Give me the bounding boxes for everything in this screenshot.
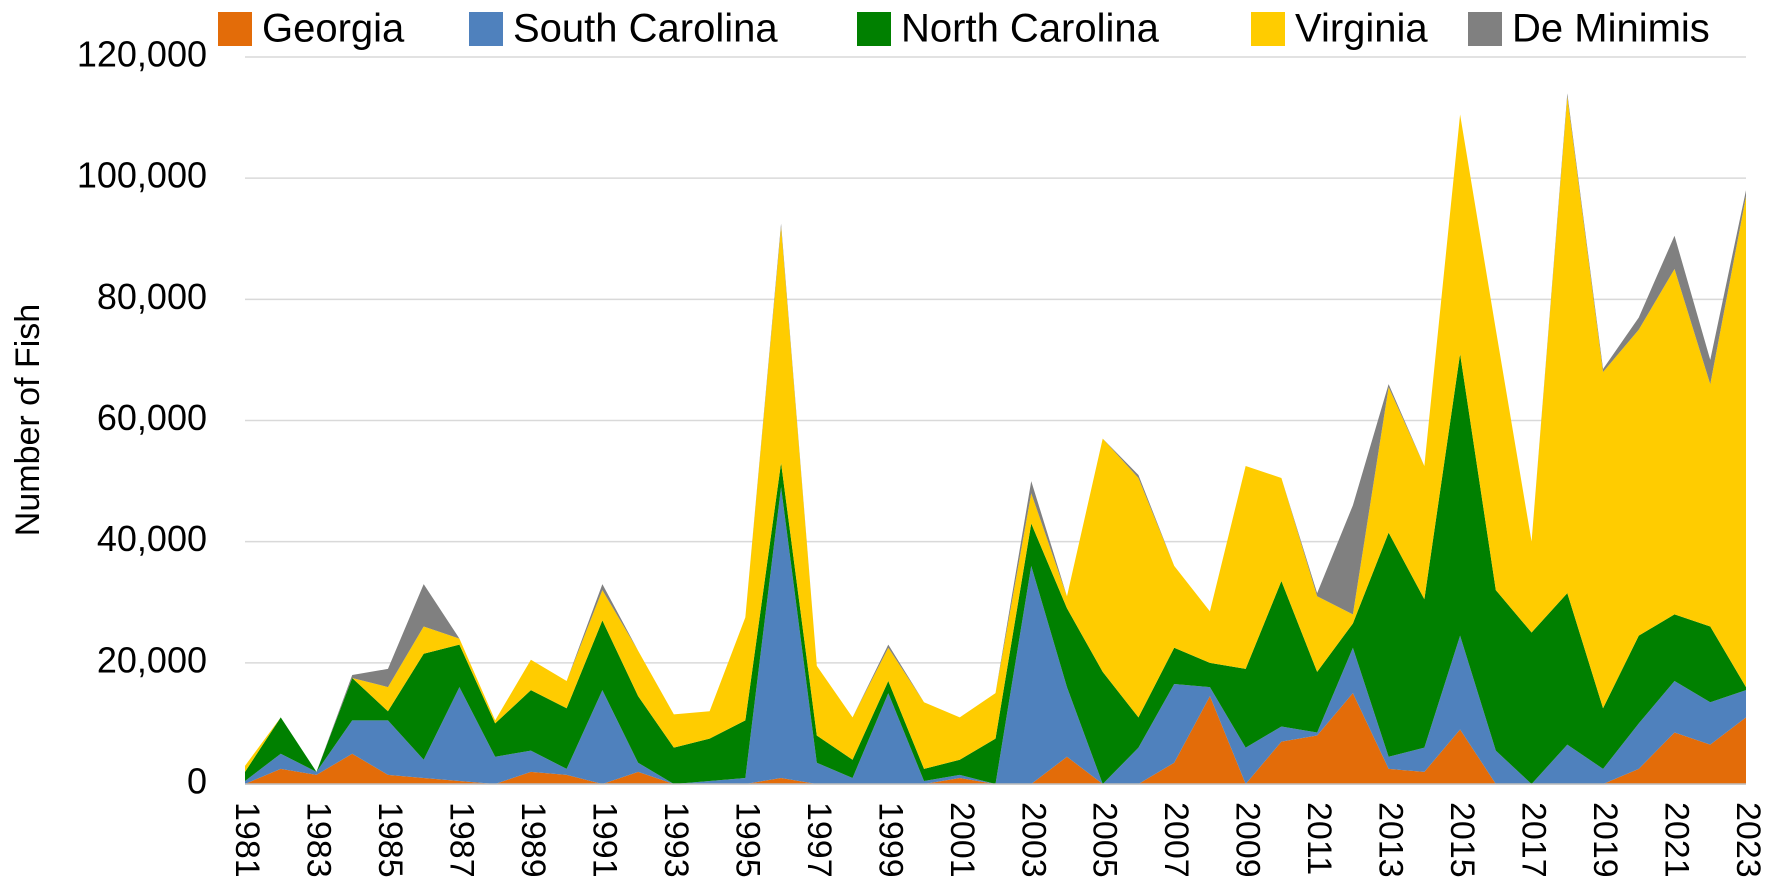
area — [245, 96, 1746, 772]
legend-swatch — [1468, 12, 1502, 46]
legend-label: De Minimis — [1512, 7, 1710, 51]
x-tick-label: 1983 — [299, 802, 337, 878]
legend-swatch — [469, 12, 503, 46]
x-tick-label: 2015 — [1443, 802, 1481, 878]
y-tick-label: 20,000 — [97, 639, 207, 680]
y-tick-label: 40,000 — [97, 518, 207, 559]
legend-label: Georgia — [262, 7, 405, 51]
legend-label: North Carolina — [901, 7, 1160, 51]
y-axis-label: Number of Fish — [9, 304, 47, 536]
legend-swatch — [218, 12, 252, 46]
x-tick-label: 2019 — [1586, 802, 1624, 878]
y-tick-label: 120,000 — [77, 34, 207, 75]
x-tick-label: 1989 — [514, 802, 552, 878]
x-tick-label: 1981 — [228, 802, 266, 878]
legend-label: Virginia — [1295, 7, 1428, 51]
area — [245, 487, 1746, 784]
legend-label: South Carolina — [513, 7, 778, 51]
x-tick-label: 1991 — [585, 802, 623, 878]
x-tick-label: 2007 — [1157, 802, 1195, 878]
x-tick-label: 2009 — [1229, 802, 1267, 878]
x-tick-label: 2017 — [1515, 802, 1553, 878]
x-tick-label: 2011 — [1300, 802, 1338, 875]
y-tick-label: 100,000 — [77, 155, 207, 196]
x-tick-label: 2023 — [1729, 802, 1767, 878]
legend-swatch — [857, 12, 891, 46]
y-tick-label: 80,000 — [97, 276, 207, 317]
legend-swatch — [1251, 12, 1285, 46]
y-tick-label: 60,000 — [97, 397, 207, 438]
x-tick-label: 2021 — [1658, 802, 1696, 878]
y-tick-label: 0 — [187, 761, 207, 802]
x-tick-label: 1999 — [871, 802, 909, 878]
x-tick-label: 2005 — [1086, 802, 1124, 878]
x-tick-label: 1997 — [800, 802, 838, 878]
x-tick-label: 2013 — [1372, 802, 1410, 878]
x-tick-label: 1995 — [728, 802, 766, 878]
area — [245, 353, 1746, 784]
x-tick-label: 2001 — [943, 802, 981, 878]
area — [245, 693, 1746, 784]
x-tick-label: 1985 — [371, 802, 409, 878]
x-tick-label: 1987 — [442, 802, 480, 878]
x-tick-label: 2003 — [1014, 802, 1052, 878]
x-tick-label: 1993 — [657, 802, 695, 878]
